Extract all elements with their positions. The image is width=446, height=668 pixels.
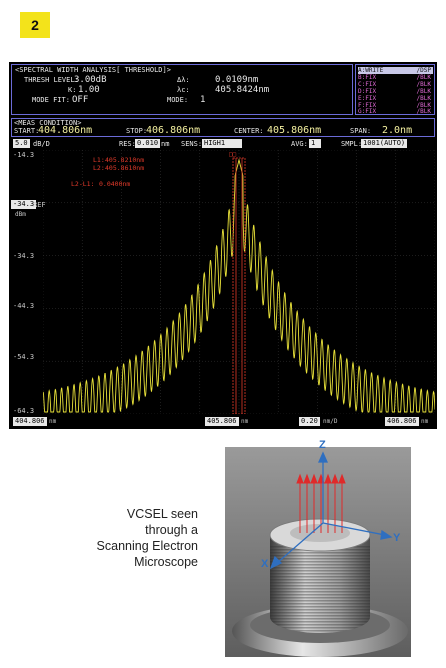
trace-row[interactable]: E:FIX/BLK	[358, 95, 431, 102]
x-stop-value[interactable]: 406.806	[385, 417, 419, 426]
k-label: K:	[68, 86, 77, 94]
meas-condition-bar: <MEAS CONDITION> START: 404.806nm STOP: …	[11, 118, 435, 137]
axis-arrows	[269, 451, 393, 570]
res-value[interactable]: 0.010	[135, 139, 161, 148]
trace-list: A:WRITE/DSP B:FIX/BLK C:FIX/BLK D:FIX/BL…	[355, 64, 435, 115]
l2-label: L2:	[93, 164, 105, 172]
x-start-unit: nm	[49, 418, 57, 425]
avg-value[interactable]: 1	[309, 139, 321, 148]
y-tick-label: -44.3	[13, 302, 35, 310]
trace-row[interactable]: A:WRITE/DSP	[358, 67, 433, 74]
smpl-value[interactable]: 1001(AUTO)	[361, 139, 408, 148]
trace-row[interactable]: G:FIX/BLK	[358, 108, 431, 115]
vcsel-sem-image: Z Y X	[225, 439, 411, 657]
lambda-center-label: λc:	[177, 86, 190, 94]
x-center-value[interactable]: 405.806	[205, 417, 239, 426]
scale-unit: dB/D	[33, 140, 50, 148]
ref-tag: REF	[33, 201, 46, 209]
mode-fit-value: OFF	[72, 95, 89, 105]
settings-bar: 5.0 dB/D RES: 0.010 nm SENS: HIGH1 AVG: …	[11, 139, 435, 149]
mode-fit-label: MODE FIT:	[32, 96, 70, 104]
axis-label-y: Y	[393, 532, 401, 544]
y-tick-label: -14.3	[13, 151, 35, 159]
l2l1-value: 0.0400nm	[99, 180, 130, 188]
axis-label-x: X	[261, 558, 269, 570]
meas-condition-title: <MEAS CONDITION>	[14, 119, 82, 127]
analysis-title: <SPECTRAL WIDTH ANALYSIS[ THRESHOLD]>	[15, 66, 171, 74]
smpl-label: SMPL:	[341, 140, 363, 148]
k-value: 1.00	[78, 85, 100, 95]
y-tick-label: -34.3	[13, 252, 35, 260]
axis-label-z: Z	[319, 439, 326, 451]
caption-line: Microscope	[134, 555, 198, 569]
start-label: START:	[14, 127, 40, 135]
sens-label: SENS:	[181, 140, 203, 148]
mode-value: 1	[200, 95, 206, 105]
sem-mirror-layers	[270, 545, 370, 633]
analysis-panel: <SPECTRAL WIDTH ANALYSIS[ THRESHOLD]> TH…	[11, 64, 353, 115]
l1-label: L1:	[93, 156, 105, 164]
trace-row[interactable]: D:FIX/BLK	[358, 88, 431, 95]
spectrum-analyzer-screen: <SPECTRAL WIDTH ANALYSIS[ THRESHOLD]> TH…	[9, 62, 437, 429]
ref-level-value[interactable]: -34.3	[11, 200, 37, 209]
y-tick-label: -54.3	[13, 353, 35, 361]
l2l1-label: L2-L1:	[71, 180, 94, 188]
x-stop-unit: nm	[421, 418, 429, 425]
res-label: RES:	[119, 140, 136, 148]
thresh-label: THRESH LEVEL:	[24, 76, 79, 84]
y-tick-label: -64.3	[13, 407, 35, 415]
figure-number-badge: 2	[20, 12, 50, 38]
caption-line: through a	[145, 523, 198, 537]
x-center-unit: nm	[241, 418, 249, 425]
x-div-unit: nm/D	[323, 418, 338, 425]
marker-band	[232, 157, 246, 414]
marker-flag: □□	[229, 151, 237, 158]
delta-lambda-value: 0.0109nm	[215, 75, 259, 85]
stop-value[interactable]: 406.806nm	[146, 125, 201, 136]
plot-grid	[43, 150, 435, 414]
start-value[interactable]: 404.806nm	[38, 125, 93, 136]
caption-line: VCSEL seen	[126, 507, 198, 521]
caption-line: Scanning Electron	[96, 539, 198, 553]
lambda-center-value: 405.8424nm	[215, 85, 270, 95]
avg-label: AVG:	[291, 140, 308, 148]
span-value[interactable]: 2.0nm	[382, 125, 413, 136]
x-div-value[interactable]: 0.20	[299, 417, 320, 426]
l1-value: 405.8210nm	[105, 156, 144, 164]
ref-unit: dBm	[15, 211, 26, 218]
trace-row[interactable]: B:FIX/BLK	[358, 74, 431, 81]
l2-value: 405.8610nm	[105, 164, 144, 172]
sem-caption: VCSEL seen through a Scanning Electron M…	[58, 506, 198, 570]
x-axis-bar: 404.806 nm 405.806 nm 0.20 nm/D 406.806 …	[9, 414, 437, 429]
center-label: CENTER:	[234, 127, 264, 135]
sens-value[interactable]: HIGH1	[202, 139, 242, 148]
x-start-value[interactable]: 404.806	[13, 417, 47, 426]
trace-row[interactable]: C:FIX/BLK	[358, 81, 431, 88]
res-unit: nm	[161, 140, 170, 148]
thresh-value: 3.00dB	[74, 75, 107, 85]
delta-lambda-label: Δλ:	[177, 76, 190, 84]
span-label: SPAN:	[350, 127, 372, 135]
center-value[interactable]: 405.806nm	[267, 125, 322, 136]
mode-label: MODE:	[167, 96, 189, 104]
trace-row[interactable]: F:FIX/BLK	[358, 102, 431, 109]
spectrum-plot: □□ L1: 405.8210nm L2: 405.8610nm L2-L1: …	[43, 150, 435, 414]
stop-label: STOP:	[126, 127, 148, 135]
scale-value[interactable]: 5.0	[13, 139, 30, 148]
spectrum-trace	[43, 158, 435, 413]
